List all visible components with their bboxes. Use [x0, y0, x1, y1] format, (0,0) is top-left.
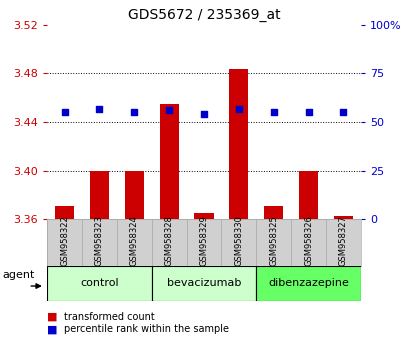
Text: ■: ■	[47, 312, 58, 322]
Point	[235, 105, 242, 111]
Bar	[159, 104, 178, 219]
Text: GSM958329: GSM958329	[199, 215, 208, 266]
Bar	[263, 206, 283, 219]
Text: GSM958323: GSM958323	[95, 215, 103, 266]
Bar	[194, 213, 213, 219]
Point	[61, 110, 68, 115]
Bar	[47, 266, 151, 301]
Bar	[229, 69, 248, 219]
Text: dibenzazepine: dibenzazepine	[267, 278, 348, 288]
Point	[96, 105, 103, 111]
Point	[305, 110, 311, 115]
Point	[270, 110, 276, 115]
Bar	[151, 219, 186, 266]
Text: control: control	[80, 278, 119, 288]
Bar	[151, 266, 256, 301]
Bar	[325, 219, 360, 266]
Text: GSM958322: GSM958322	[60, 215, 69, 266]
Bar	[256, 266, 360, 301]
Text: GSM958325: GSM958325	[269, 215, 277, 266]
Bar	[82, 219, 117, 266]
Bar	[186, 219, 221, 266]
Point	[131, 110, 137, 115]
Text: bevacizumab: bevacizumab	[166, 278, 240, 288]
Text: GSM958330: GSM958330	[234, 215, 243, 266]
Bar	[290, 219, 325, 266]
Bar	[124, 171, 144, 219]
Bar	[298, 171, 317, 219]
Point	[200, 112, 207, 117]
Bar	[221, 219, 256, 266]
Point	[339, 110, 346, 115]
Text: agent: agent	[2, 270, 35, 280]
Text: transformed count: transformed count	[63, 312, 154, 322]
Title: GDS5672 / 235369_at: GDS5672 / 235369_at	[127, 8, 280, 22]
Bar	[90, 171, 109, 219]
Text: ■: ■	[47, 324, 58, 334]
Bar	[55, 206, 74, 219]
Bar	[117, 219, 151, 266]
Text: percentile rank within the sample: percentile rank within the sample	[63, 324, 228, 334]
Text: GSM958326: GSM958326	[303, 215, 312, 266]
Bar	[47, 219, 82, 266]
Text: GSM958324: GSM958324	[130, 215, 138, 266]
Point	[166, 108, 172, 113]
Bar	[256, 219, 290, 266]
Bar	[333, 216, 352, 219]
Text: GSM958328: GSM958328	[164, 215, 173, 266]
Text: GSM958327: GSM958327	[338, 215, 347, 266]
